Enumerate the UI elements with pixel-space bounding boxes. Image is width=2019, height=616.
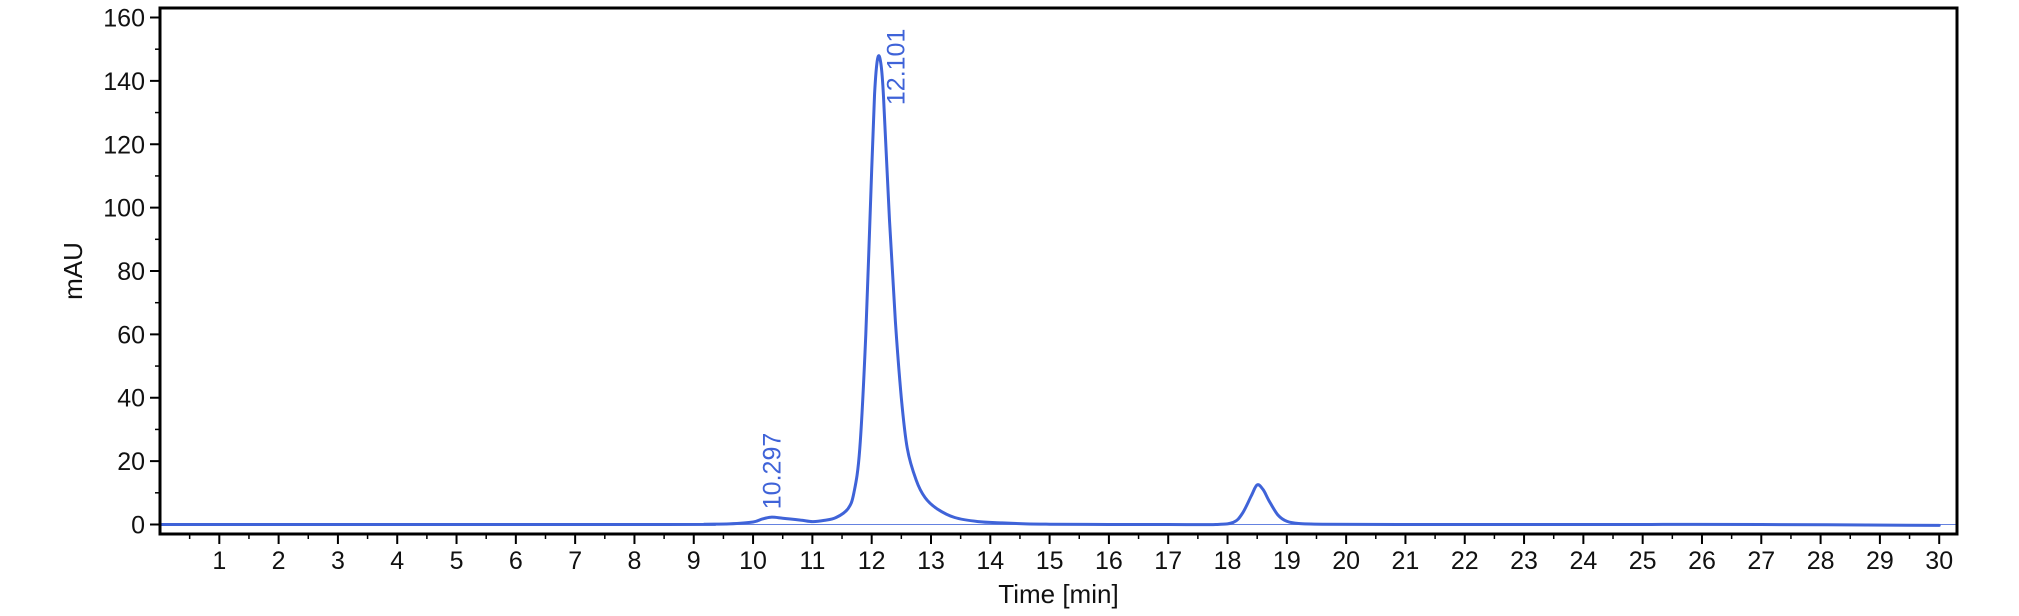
x-tick-label: 18 xyxy=(1214,547,1242,575)
x-tick-label: 8 xyxy=(628,547,642,575)
x-tick-label: 28 xyxy=(1807,547,1835,575)
y-tick-label: 0 xyxy=(131,511,145,539)
series-line-0 xyxy=(158,54,1941,527)
x-tick-label: 12 xyxy=(858,547,886,575)
peak-label: 12.101 xyxy=(883,29,911,105)
x-tick-label: 10 xyxy=(739,547,767,575)
x-axis-title: Time [min] xyxy=(998,579,1118,609)
x-tick-label: 17 xyxy=(1154,547,1182,575)
x-tick-label: 11 xyxy=(799,547,825,575)
x-tick-label: 27 xyxy=(1747,547,1775,575)
x-tick-label: 26 xyxy=(1688,547,1716,575)
x-tick-label: 7 xyxy=(568,547,582,575)
x-tick-label: 24 xyxy=(1569,547,1597,575)
y-tick-label: 160 xyxy=(103,5,145,33)
x-tick-label: 23 xyxy=(1510,547,1538,575)
x-tick-label: 30 xyxy=(1925,547,1953,575)
y-tick-label: 100 xyxy=(103,195,145,223)
x-tick-label: 19 xyxy=(1273,547,1301,575)
x-tick-label: 15 xyxy=(1036,547,1064,575)
x-tick-label: 3 xyxy=(331,547,345,575)
plot-frame xyxy=(158,6,1959,536)
x-tick-label: 9 xyxy=(687,547,701,575)
x-tick-label: 6 xyxy=(509,547,523,575)
y-axis-ticks: 0 20 40 60 80 100 120 140 160 xyxy=(103,5,160,539)
y-tick-label: 20 xyxy=(117,448,145,476)
x-tick-label: 2 xyxy=(272,547,286,575)
x-tick-label: 16 xyxy=(1095,547,1123,575)
series-layer xyxy=(158,54,1941,527)
x-axis-ticks: 1 2 3 4 5 6 7 8 9 10 11 12 13 14 15 16 17 18 19 20 21 22 23 24 2… xyxy=(188,534,1953,575)
x-tick-label: 13 xyxy=(917,547,945,575)
y-tick-label: 60 xyxy=(117,321,145,349)
x-tick-label: 14 xyxy=(976,547,1004,575)
x-tick-label: 21 xyxy=(1392,547,1420,575)
peak-label: 10.297 xyxy=(759,433,787,509)
x-tick-label: 1 xyxy=(212,547,226,575)
y-axis-title: mAU xyxy=(58,242,88,300)
x-tick-label: 22 xyxy=(1451,547,1479,575)
y-tick-label: 80 xyxy=(117,258,145,286)
x-tick-label: 29 xyxy=(1866,547,1894,575)
y-tick-label: 120 xyxy=(103,131,145,159)
x-tick-label: 4 xyxy=(390,547,404,575)
y-tick-label: 40 xyxy=(117,385,145,413)
y-tick-label: 140 xyxy=(103,68,145,96)
x-tick-label: 5 xyxy=(450,547,464,575)
x-tick-label: 25 xyxy=(1629,547,1657,575)
peak-annotations: 10.297 12.101 xyxy=(759,29,911,510)
x-tick-label: 20 xyxy=(1332,547,1360,575)
